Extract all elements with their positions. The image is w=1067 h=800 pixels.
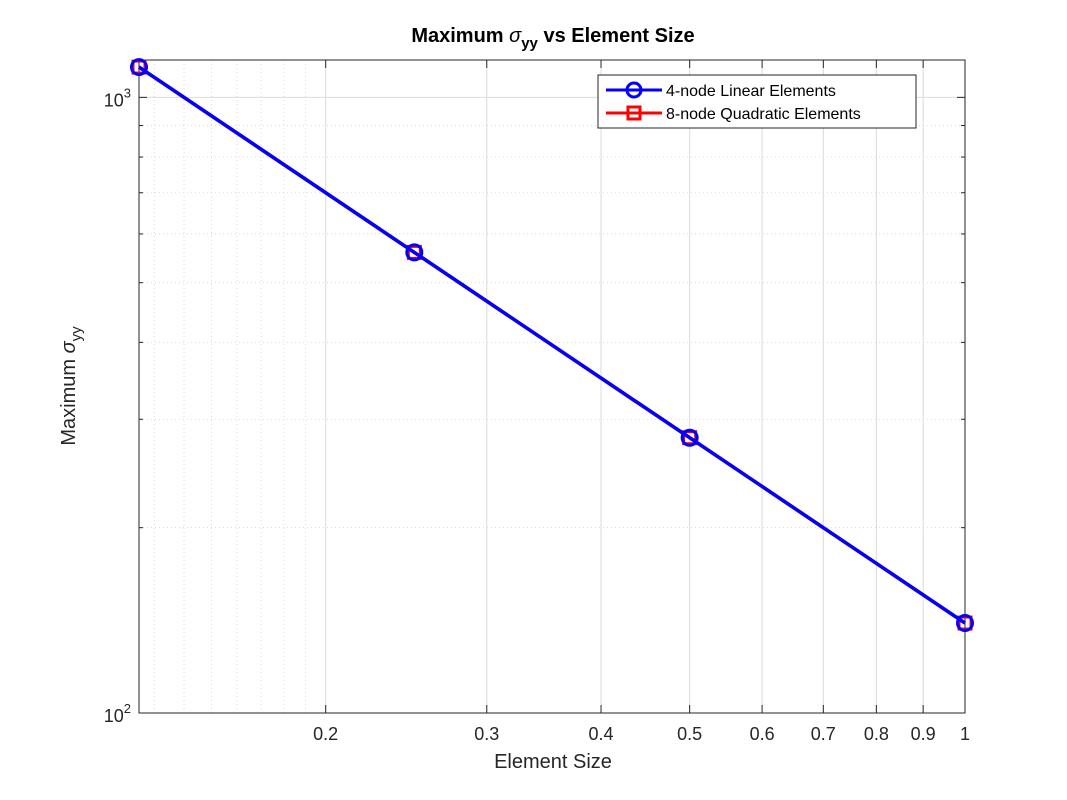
x-tick-label: 0.5: [677, 724, 702, 744]
title-subscript: yy: [521, 35, 538, 52]
title-symbol: σ: [509, 25, 522, 47]
legend-label-quadratic: 8-node Quadratic Elements: [666, 106, 861, 123]
x-tick-label: 0.9: [911, 724, 936, 744]
legend-marker-square: [626, 105, 642, 121]
series: [130, 58, 974, 633]
legend-entry-linear: 4-node Linear Elements: [606, 81, 836, 100]
y-tick-label-base: 10: [104, 90, 124, 110]
x-tick-label: 0.3: [474, 724, 499, 744]
series-line-linear: [138, 65, 966, 625]
data-point-circle: [130, 58, 148, 77]
chart-title: Maximum σyy vs Element Size: [411, 25, 694, 52]
y-axis-label: Maximum σyy: [58, 326, 85, 446]
axes-box: [138, 59, 966, 714]
y-label-prefix: Maximum: [58, 353, 80, 445]
legend-label-linear: 4-node Linear Elements: [666, 83, 836, 100]
x-tick-label: 0.4: [589, 724, 614, 744]
x-tick-label: 0.2: [313, 724, 338, 744]
legend: 4-node Linear Elements 8-node Quadratic …: [597, 74, 917, 129]
y-label-symbol: σ: [58, 340, 80, 353]
data-point-circle: [405, 243, 424, 262]
y-tick-label-exponent: 3: [124, 85, 131, 100]
x-tick-label: 0.7: [811, 724, 836, 744]
x-axis-label: Element Size: [494, 751, 612, 773]
x-tick-label: 0.6: [750, 724, 775, 744]
x-tick-label: 1: [960, 724, 970, 744]
y-tick-label: 102: [104, 701, 131, 726]
legend-marker-circle: [625, 81, 643, 99]
data-point-circle: [956, 614, 974, 633]
y-label-subscript: yy: [68, 326, 85, 342]
y-tick-label-exponent: 2: [124, 701, 131, 716]
legend-box: [597, 74, 917, 129]
y-tick-label-base: 10: [104, 706, 124, 726]
title-prefix: Maximum: [411, 25, 509, 47]
x-tick-label: 0.8: [864, 724, 889, 744]
legend-entry-quadratic: 8-node Quadratic Elements: [606, 105, 861, 123]
y-tick-label: 103: [104, 85, 131, 110]
title-suffix: vs Element Size: [538, 25, 695, 47]
plot-area: [139, 60, 965, 713]
data-point-circle: [680, 428, 699, 447]
